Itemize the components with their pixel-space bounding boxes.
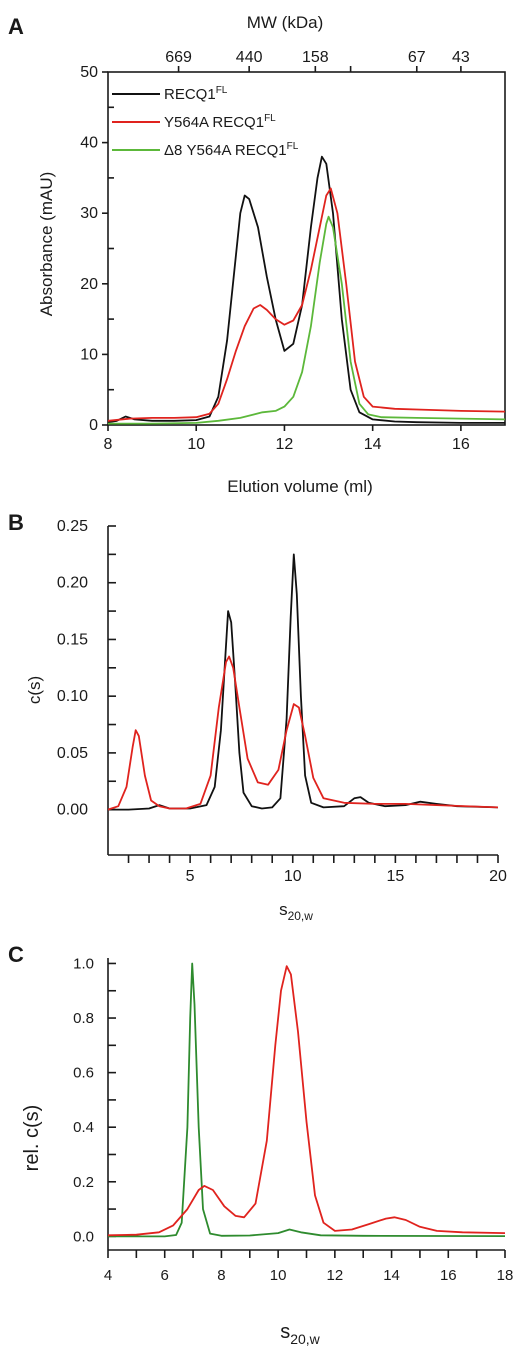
panel-b-y-tick-label: 0.15 [57, 631, 88, 648]
panel-b-x-tick-label: 5 [186, 868, 195, 885]
panel-a-top-tick-label: 669 [165, 49, 192, 66]
panel-c-y-tick-label: 0.0 [73, 1228, 94, 1245]
panel-c-x-tick-label: 6 [161, 1267, 169, 1284]
panel-c-y-tick-label: 0.6 [73, 1065, 94, 1082]
panel-a-top-axis-title: MW (kDa) [247, 13, 323, 32]
panel-b-x-axis-title: s20,w [279, 900, 313, 923]
panel-b-y-axis-title: c(s) [25, 676, 44, 704]
panel-a-y-tick-label: 0 [89, 417, 98, 434]
panel-b-letter: B [8, 510, 24, 535]
panel-a-x-tick-label: 8 [104, 436, 113, 453]
panel-c-y-tick-label: 1.0 [73, 955, 94, 972]
panel-b-x-tick-label: 15 [386, 868, 404, 885]
panel-a-y-tick-label: 10 [80, 346, 98, 363]
panel-a-y-tick-label: 40 [80, 135, 98, 152]
panel-c-x-tick-label: 14 [383, 1267, 400, 1284]
panel-c-series-line-1 [108, 962, 505, 1238]
panel-b-x-tick-label: 20 [489, 868, 507, 885]
panel-c-x-tick-label: 18 [497, 1267, 514, 1284]
panel-a-y-tick-label: 30 [80, 205, 98, 222]
panel-a-top-tick-label: 440 [236, 49, 263, 66]
panel-c-x-axis-title: s20,w [280, 1321, 320, 1347]
panel-b-x-axis-title-sub: 20,w [288, 909, 314, 923]
panel-a-series-line-2 [108, 187, 505, 422]
panel-c-series-line-2 [108, 965, 505, 1237]
panel-a-legend-label-sup: FL [216, 85, 228, 96]
panel-a-x-tick-label: 14 [364, 436, 382, 453]
panel-c-x-tick-label: 4 [104, 1267, 112, 1284]
panel-a-legend-label: Y564A RECQ1FL [164, 113, 276, 131]
panel-c-x-tick-label: 12 [327, 1267, 344, 1284]
panel-a-x-tick-label: 12 [276, 436, 294, 453]
panel-c-y-tick-label: 0.4 [73, 1119, 94, 1136]
panel-b: B c(s) s20,w 5 10 15 20 0.00 0.05 0.10 0.15 0.20… [8, 510, 507, 923]
panel-b-x-tick-label: 10 [284, 868, 302, 885]
panel-b-x-axis-title-main: s [279, 900, 288, 919]
panel-a-y-tick-label: 50 [80, 64, 98, 81]
panel-c-x-tick-label: 8 [217, 1267, 225, 1284]
panel-a-legend-label: RECQ1FL [164, 85, 228, 103]
panel-a-top-tick-label: 67 [408, 49, 426, 66]
panel-a-x-axis-title: Elution volume (ml) [227, 477, 373, 496]
panel-a-x-tick-label: 10 [187, 436, 205, 453]
panel-a-top-tick-label: 158 [302, 49, 329, 66]
panel-a-legend-label-sup: FL [287, 141, 299, 152]
panel-c-y-tick-label: 0.2 [73, 1174, 94, 1191]
panel-a-x-tick-label: 16 [452, 436, 470, 453]
panel-c-x-tick-label: 16 [440, 1267, 457, 1284]
panel-b-series-line-2 [108, 655, 498, 811]
panel-a-legend-label: Δ8 Y564A RECQ1FL [164, 141, 299, 159]
panel-b-y-tick-label: 0.05 [57, 745, 88, 762]
panel-c-letter: C [8, 942, 24, 967]
panel-b-y-tick-label: 0.00 [57, 802, 88, 819]
panel-b-y-tick-label: 0.25 [57, 518, 88, 535]
panel-c: C rel. c(s) s20,w 4 6 8 10 12 14 16 18 0.0 0.2 0.4… [8, 942, 513, 1347]
panel-c-plot-area: 4 6 8 10 12 14 16 18 0.0 0.2 0.4 0.6 0.8 1.0 [73, 955, 513, 1284]
panel-c-y-axis-title: rel. c(s) [21, 1105, 43, 1172]
panel-a-top-tick-label: 43 [452, 49, 470, 66]
panel-c-y-tick-label: 0.8 [73, 1010, 94, 1027]
panel-c-x-tick-label: 10 [270, 1267, 287, 1284]
panel-b-series-line-1 [108, 553, 498, 811]
panel-a-y-axis-title: Absorbance (mAU) [37, 172, 56, 317]
panel-c-x-axis-title-main: s [280, 1321, 290, 1343]
panel-c-x-axis-title-sub: 20,w [290, 1331, 320, 1347]
panel-a-plot-area: 8 10 12 14 16 0 10 20 30 40 50 669 440 158 67 43 RECQ1FL… [80, 49, 506, 453]
panel-b-plot-area: 5 10 15 20 0.00 0.05 0.10 0.15 0.20 0.25 [57, 518, 507, 885]
panel-a: A MW (kDa) Elution volume (ml) Absorbanc… [8, 13, 506, 496]
panel-b-y-tick-label: 0.20 [57, 575, 88, 592]
panel-a-y-tick-label: 20 [80, 276, 98, 293]
panel-a-letter: A [8, 14, 24, 39]
panel-a-series-line-3 [108, 215, 505, 425]
panel-a-legend-label-sup: FL [264, 113, 276, 124]
panel-b-y-tick-label: 0.10 [57, 688, 88, 705]
